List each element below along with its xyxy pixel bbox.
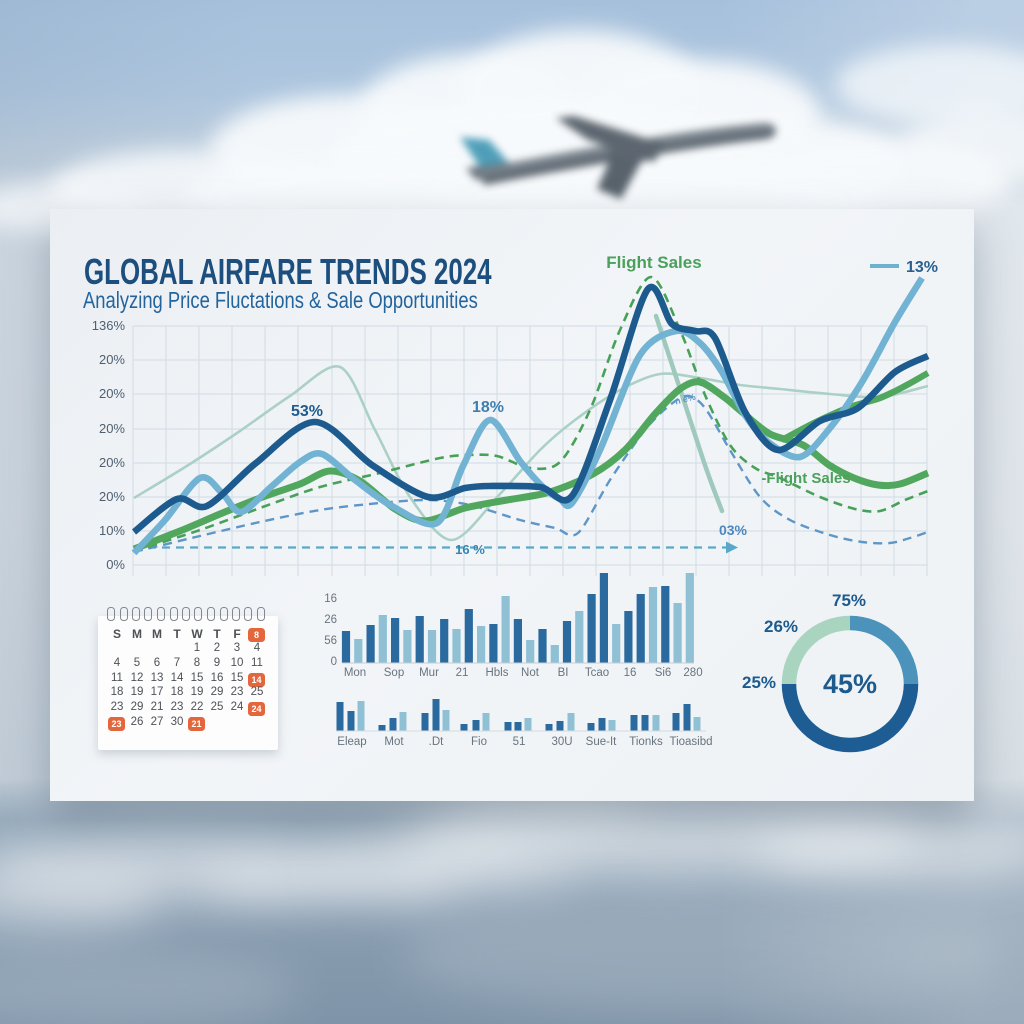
svg-text:56: 56 [324,635,337,647]
svg-text:51: 51 [513,736,526,748]
svg-text:Sue-It: Sue-It [586,736,617,748]
svg-text:Hbls: Hbls [485,667,508,679]
svg-text:Mot: Mot [384,736,404,748]
svg-text:0%: 0% [106,557,125,572]
svg-text:20%: 20% [99,489,125,504]
svg-text:Eleap: Eleap [337,736,366,748]
svg-text:Sop: Sop [384,667,404,679]
svg-text:13%: 13% [906,259,938,276]
svg-text:10%: 10% [99,523,125,538]
svg-text:Not: Not [521,667,540,679]
svg-text:26: 26 [324,614,337,626]
svg-text:280: 280 [683,667,702,679]
svg-text:Flight Sales: Flight Sales [606,253,701,272]
svg-text:20%: 20% [99,386,125,401]
svg-text:Mur: Mur [419,667,439,679]
svg-text:75%: 75% [832,591,866,610]
svg-text:.Dt: .Dt [429,736,445,748]
svg-text:0: 0 [331,656,337,668]
svg-text:136%: 136% [92,318,126,333]
svg-text:20%: 20% [99,352,125,367]
svg-text:16: 16 [324,593,337,605]
svg-text:Mon: Mon [344,667,366,679]
svg-text:26%: 26% [764,617,798,636]
svg-text:Si6: Si6 [655,667,672,679]
svg-text:18%: 18% [472,399,504,416]
svg-text:20%: 20% [99,421,125,436]
svg-text:Tcao: Tcao [585,667,609,679]
svg-text:21: 21 [456,667,469,679]
svg-text:Tionks: Tionks [629,736,663,748]
svg-text:03%: 03% [719,522,748,538]
svg-text:BI: BI [558,667,569,679]
svg-text:20%: 20% [99,455,125,470]
svg-text:25%: 25% [742,673,776,692]
svg-text:16: 16 [624,667,637,679]
svg-text:n e%: n e% [674,392,697,407]
svg-text:53%: 53% [291,403,323,420]
svg-text:Fio: Fio [471,736,487,748]
svg-text:30U: 30U [551,736,572,748]
svg-text:Tioasibd: Tioasibd [669,736,712,748]
svg-text:45%: 45% [823,669,877,699]
svg-text:-Flight Sales: -Flight Sales [761,470,850,487]
svg-text:16 %: 16 % [455,542,485,557]
